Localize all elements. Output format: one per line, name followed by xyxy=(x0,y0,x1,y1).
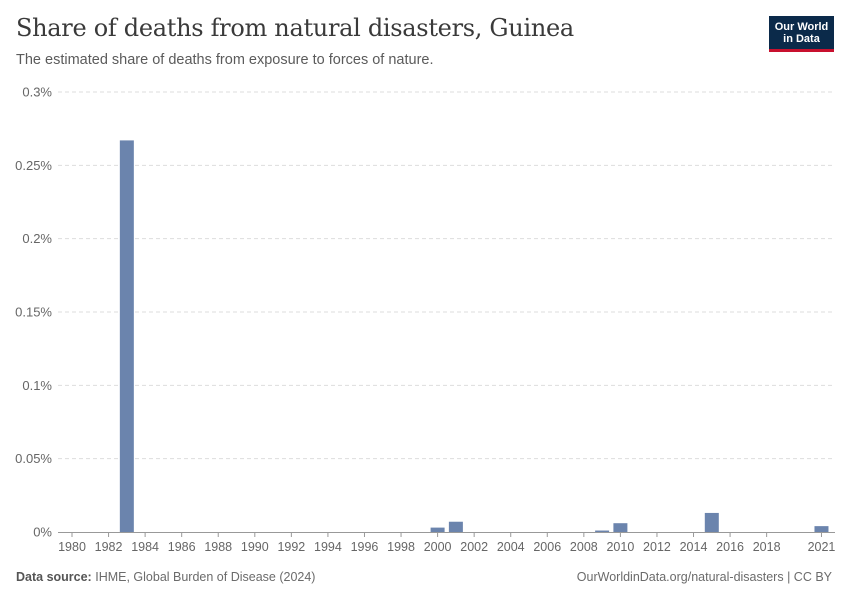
bar-2021[interactable] xyxy=(814,526,829,532)
bar-2009[interactable] xyxy=(595,530,610,532)
bars xyxy=(119,140,829,532)
x-tick-label: 2000 xyxy=(424,540,452,554)
data-source-text: IHME, Global Burden of Disease (2024) xyxy=(95,570,316,584)
y-tick-label: 0.05% xyxy=(15,451,52,466)
data-source: Data source: IHME, Global Burden of Dise… xyxy=(16,570,315,584)
owid-logo[interactable]: Our World in Data xyxy=(769,16,834,52)
x-tick-label: 2010 xyxy=(606,540,634,554)
y-tick-label: 0.3% xyxy=(22,85,52,100)
x-tick-label: 1994 xyxy=(314,540,342,554)
x-axis-ticks: 1980 1982 1984 1986 1988 1990 1992 1994 1996 1998… xyxy=(58,532,835,554)
x-tick-label: 2014 xyxy=(680,540,708,554)
bar-2000[interactable] xyxy=(430,527,445,532)
bar-2015[interactable] xyxy=(704,512,719,532)
bar-2001[interactable] xyxy=(448,521,463,532)
x-tick-label: 2021 xyxy=(808,540,836,554)
x-tick-label: 1998 xyxy=(387,540,415,554)
bar-1983[interactable] xyxy=(119,140,134,532)
x-tick-label: 1980 xyxy=(58,540,86,554)
y-tick-label: 0% xyxy=(33,525,52,540)
x-tick-label: 1996 xyxy=(351,540,379,554)
x-tick-label: 2006 xyxy=(533,540,561,554)
x-tick-label: 2008 xyxy=(570,540,598,554)
source-link[interactable]: OurWorldinData.org/natural-disasters | C… xyxy=(576,570,832,584)
y-tick-label: 0.1% xyxy=(22,378,52,393)
data-source-label: Data source: xyxy=(16,570,92,584)
chart-subtitle: The estimated share of deaths from expos… xyxy=(16,52,434,68)
x-tick-label: 1982 xyxy=(95,540,123,554)
x-tick-label: 1988 xyxy=(204,540,232,554)
x-tick-label: 1984 xyxy=(131,540,159,554)
y-tick-label: 0.25% xyxy=(15,158,52,173)
logo-line-2: in Data xyxy=(783,33,820,45)
x-tick-label: 1986 xyxy=(168,540,196,554)
x-tick-label: 1992 xyxy=(277,540,305,554)
y-axis-ticks: 0% 0.05% 0.1% 0.15% 0.2% 0.25% 0.3% xyxy=(15,85,52,540)
y-tick-label: 0.15% xyxy=(15,305,52,320)
chart-title: Share of deaths from natural disasters, … xyxy=(16,14,574,42)
x-tick-label: 2004 xyxy=(497,540,525,554)
logo-line-1: Our World xyxy=(774,21,829,33)
x-tick-label: 2016 xyxy=(716,540,744,554)
x-tick-label: 1990 xyxy=(241,540,269,554)
bar-2010[interactable] xyxy=(613,523,628,532)
x-tick-label: 2002 xyxy=(460,540,488,554)
x-tick-label: 2018 xyxy=(753,540,781,554)
grid-lines xyxy=(58,91,835,460)
x-tick-label: 2012 xyxy=(643,540,671,554)
y-tick-label: 0.2% xyxy=(22,231,52,246)
